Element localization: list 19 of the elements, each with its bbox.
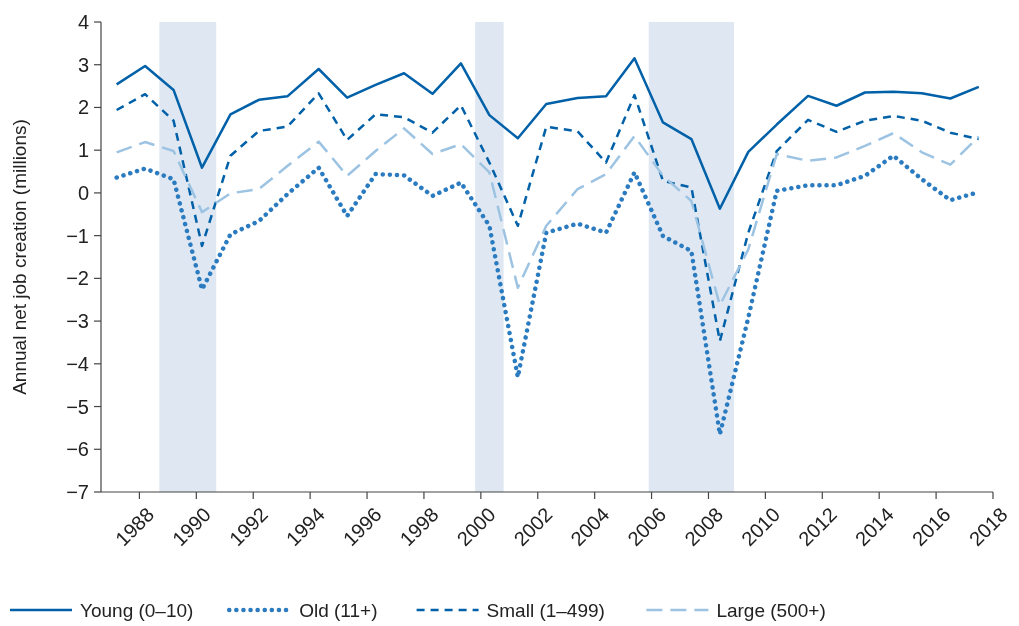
legend-label: Young (0–10) <box>80 599 194 621</box>
y-tick-label: 1 <box>77 139 89 162</box>
line-series <box>115 57 981 210</box>
y-tick-label: 4 <box>77 11 89 33</box>
y-tick-label: −4 <box>66 352 89 375</box>
y-tick-label: 2 <box>77 96 89 119</box>
legend-label: Large (500+) <box>716 599 826 621</box>
y-tick-label: −1 <box>66 224 89 247</box>
y-tick-label: −2 <box>66 267 89 290</box>
y-tick-label: 0 <box>77 181 89 204</box>
legend-label: Small (1–499) <box>486 599 605 621</box>
y-tick-label: −5 <box>66 395 89 418</box>
y-tick-label: −7 <box>66 481 89 503</box>
legend-label: Old (11+) <box>299 599 378 621</box>
y-axis-title: Annual net job creation (millions) <box>9 119 30 395</box>
y-tick-label: 3 <box>77 53 89 76</box>
line-series <box>115 92 981 343</box>
y-tick-label: −3 <box>66 310 89 333</box>
y-tick-label: −6 <box>66 438 89 461</box>
